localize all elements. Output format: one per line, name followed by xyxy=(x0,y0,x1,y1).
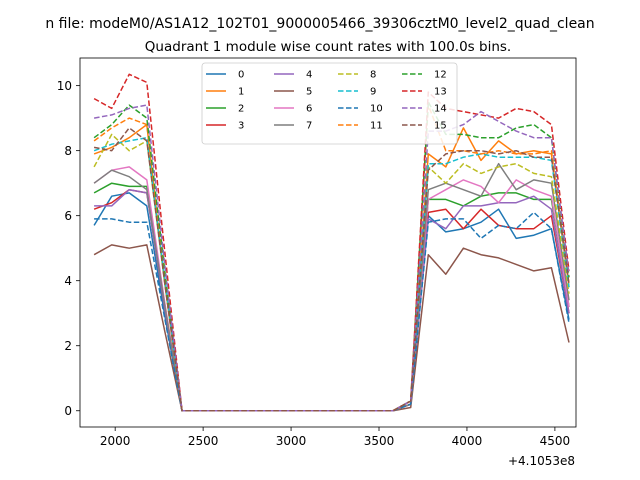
legend-label-10: 10 xyxy=(370,104,383,115)
legend-label-8: 8 xyxy=(370,70,376,81)
legend-label-11: 11 xyxy=(370,121,383,132)
x-tick-label-3000: 3000 xyxy=(276,434,307,448)
y-tick-label-8: 8 xyxy=(64,144,72,158)
legend-label-9: 9 xyxy=(370,87,376,98)
x-tick-label-2000: 2000 xyxy=(100,434,131,448)
legend-box xyxy=(201,62,458,145)
series-layer xyxy=(93,73,570,412)
legend-label-1: 1 xyxy=(238,87,244,98)
x-tick-label-4500: 4500 xyxy=(540,434,571,448)
x-offset-label: +4.1053e8 xyxy=(508,454,575,468)
legend-label-6: 6 xyxy=(306,104,312,115)
axes-frame xyxy=(79,57,577,428)
series-line-8 xyxy=(93,133,570,412)
legend-label-7: 7 xyxy=(306,121,312,132)
figure-suptitle: n file: modeM0/AS1A12_102T01_9000005466_… xyxy=(45,16,594,32)
legend-label-0: 0 xyxy=(238,70,244,81)
y-tick-label-4: 4 xyxy=(64,274,72,288)
x-tick-label-4000: 4000 xyxy=(452,434,483,448)
legend-label-15: 15 xyxy=(434,121,447,132)
legend-label-5: 5 xyxy=(306,87,312,98)
x-tick-label-3500: 3500 xyxy=(364,434,395,448)
legend-label-4: 4 xyxy=(306,70,312,81)
series-line-14 xyxy=(93,104,570,412)
series-line-15 xyxy=(93,127,570,412)
legend-label-14: 14 xyxy=(434,104,447,115)
y-tick-label-2: 2 xyxy=(64,339,72,353)
x-tick-label-2500: 2500 xyxy=(188,434,219,448)
legend-label-3: 3 xyxy=(238,121,244,132)
y-tick-label-0: 0 xyxy=(64,404,72,418)
y-tick-label-10: 10 xyxy=(57,79,72,93)
legend-label-12: 12 xyxy=(434,70,447,81)
y-tick-label-6: 6 xyxy=(64,209,72,223)
chart-title: Quadrant 1 module wise count rates with … xyxy=(145,39,511,55)
legend-label-13: 13 xyxy=(434,87,447,98)
legend-label-2: 2 xyxy=(238,104,244,115)
